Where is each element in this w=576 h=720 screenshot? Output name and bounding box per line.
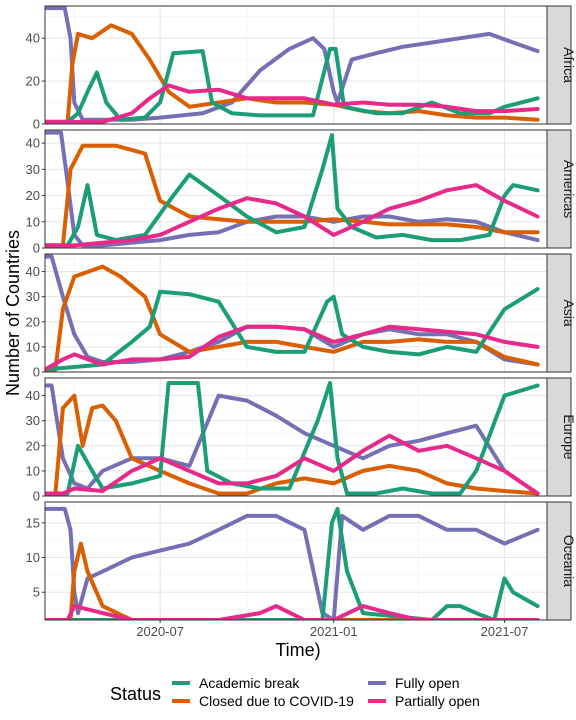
facet-label: Europe (561, 414, 576, 459)
legend-item-open: Fully open (368, 675, 460, 691)
y-tick-label: 0 (33, 241, 40, 256)
series-line-partial (45, 183, 540, 248)
y-tick-label: 15 (26, 515, 40, 530)
y-tick-label: 0 (33, 489, 40, 504)
y-axis-title: Number of Countries (3, 230, 23, 396)
series-line-academic (45, 287, 540, 372)
panel-africa: 0 20 40 Africa (26, 5, 576, 132)
y-tick-label: 0 (33, 117, 40, 132)
y-tick-label: 20 (26, 438, 40, 453)
panel-oceania: 5 10 15 Oceania (26, 501, 576, 621)
y-tick-label: 40 (26, 31, 40, 46)
facet-label: Asia (561, 299, 576, 326)
series-line-partial (45, 83, 540, 124)
y-tick-label: 10 (26, 339, 40, 354)
x-tick-label: 2021-01 (310, 624, 358, 639)
series-lines (45, 506, 540, 620)
facet-label: Africa (561, 47, 576, 83)
series-line-open (45, 506, 540, 620)
panel-background (45, 6, 547, 124)
y-tick-label: 5 (33, 585, 40, 600)
x-tick-label: 2021-07 (481, 624, 529, 639)
series-line-open (45, 383, 540, 496)
y-tick-label: 30 (26, 413, 40, 428)
panel-asia: 0 10 20 30 40 Asia (26, 253, 576, 380)
series-lines (45, 254, 540, 372)
panel-americas: 0 10 20 30 40 Americas (26, 129, 576, 256)
chart-panels: 0 20 40 Africa 0 10 20 30 40 Americas 0 10 20 30 40 Asi… (26, 5, 576, 621)
facet-strip (546, 129, 572, 249)
series-lines (45, 130, 540, 248)
series-line-academic (45, 381, 540, 496)
y-tick-label: 30 (26, 289, 40, 304)
series-line-academic (45, 133, 540, 248)
x-axis: 2020-07 2021-01 2021-07 (136, 620, 528, 639)
legend-label: Academic break (199, 675, 300, 691)
y-tick-label: 40 (26, 388, 40, 403)
y-tick-label: 10 (26, 550, 40, 565)
x-tick-label: 2020-07 (136, 624, 184, 639)
series-line-partial (45, 324, 540, 372)
facet-strip (546, 253, 572, 373)
y-tick-label: 20 (26, 188, 40, 203)
series-line-closed (45, 393, 540, 496)
y-tick-label: 10 (26, 463, 40, 478)
y-tick-label: 40 (26, 136, 40, 151)
series-line-open (45, 6, 540, 122)
legend-label: Partially open (395, 693, 480, 709)
series-line-partial (45, 433, 540, 496)
series-lines (45, 6, 540, 124)
legend-item-academic: Academic break (172, 675, 300, 691)
legend-label: Fully open (395, 675, 460, 691)
series-line-partial (45, 604, 540, 620)
legend-title: Status (110, 684, 161, 704)
facet-label: Oceania (561, 535, 576, 587)
y-tick-label: 20 (26, 74, 40, 89)
series-line-closed (45, 264, 540, 372)
y-tick-label: 30 (26, 162, 40, 177)
facet-strip (546, 5, 572, 125)
facet-label: Americas (561, 160, 576, 218)
y-tick-label: 10 (26, 214, 40, 229)
series-line-academic (45, 506, 540, 620)
legend-item-closed: Closed due to COVID-19 (172, 693, 354, 709)
legend-item-partial: Partially open (368, 693, 480, 709)
legend-label: Closed due to COVID-19 (199, 693, 354, 709)
series-line-closed (45, 23, 540, 124)
y-tick-label: 0 (33, 365, 40, 380)
panel-europe: 0 10 20 30 40 Europe (26, 377, 576, 504)
series-line-closed (45, 143, 540, 248)
legend: Status Academic break Closed due to COVID… (110, 675, 480, 709)
x-axis-title: Time) (275, 640, 320, 660)
series-line-open (45, 130, 540, 248)
y-tick-label: 20 (26, 314, 40, 329)
facet-strip (546, 501, 572, 621)
y-tick-label: 40 (26, 264, 40, 279)
series-lines (45, 381, 540, 496)
facet-strip (546, 377, 572, 497)
